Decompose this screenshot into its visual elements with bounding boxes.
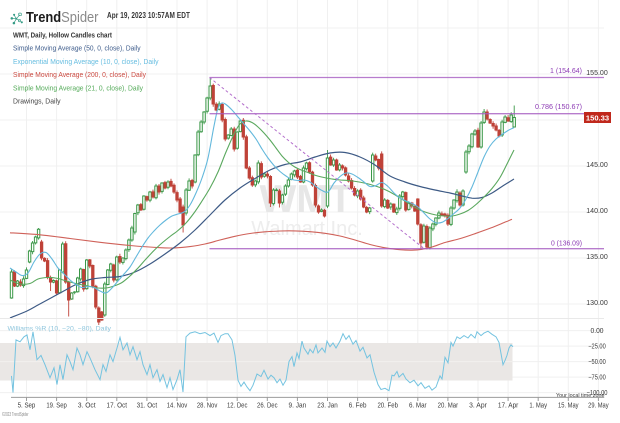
svg-text:−75.00: −75.00 [588, 375, 606, 382]
svg-text:17. Apr: 17. Apr [498, 403, 519, 410]
svg-text:130.00: 130.00 [586, 298, 608, 307]
svg-text:1. May: 1. May [529, 403, 547, 410]
svg-text:135.00: 135.00 [586, 252, 608, 261]
svg-text:Williams %R (10, −20, −80), Da: Williams %R (10, −20, −80), Daily [8, 326, 112, 333]
svg-text:6. Mar: 6. Mar [409, 403, 427, 410]
svg-text:9. Jan: 9. Jan [289, 403, 307, 410]
svg-text:6. Feb: 6. Feb [349, 403, 367, 410]
svg-text:0.786 (150.67): 0.786 (150.67) [535, 104, 582, 111]
svg-text:150.33: 150.33 [586, 113, 609, 122]
svg-text:15. May: 15. May [558, 403, 579, 410]
svg-text:20. Feb: 20. Feb [377, 403, 398, 410]
svg-text:WMT, Daily, Hollow Candles cha: WMT, Daily, Hollow Candles chart [13, 31, 112, 40]
svg-text:20. Mar: 20. Mar [438, 403, 459, 410]
svg-text:23. Jan: 23. Jan [317, 403, 338, 410]
svg-text:12. Dec: 12. Dec [227, 403, 248, 410]
svg-text:155.00: 155.00 [586, 68, 608, 77]
svg-text:Apr 19, 2023 10:57AM EDT: Apr 19, 2023 10:57AM EDT [107, 11, 190, 20]
svg-text:19. Sep: 19. Sep [46, 403, 67, 410]
svg-text:17. Oct: 17. Oct [107, 403, 128, 410]
svg-text:−50.00: −50.00 [588, 359, 606, 366]
svg-text:−100.00: −100.00 [587, 390, 608, 397]
svg-text:1 (154.64): 1 (154.64) [550, 68, 582, 75]
svg-text:Walmart Inc.: Walmart Inc. [251, 218, 363, 240]
svg-text:Exponential Moving Average (10: Exponential Moving Average (10, 0, close… [13, 57, 159, 66]
svg-text:145.00: 145.00 [586, 160, 608, 169]
svg-text:140.00: 140.00 [586, 206, 608, 215]
svg-text:0 (136.09): 0 (136.09) [551, 241, 582, 248]
svg-text:−25.00: −25.00 [588, 344, 606, 351]
svg-text:5. Sep: 5. Sep [18, 403, 36, 410]
svg-text:Drawings, Daily: Drawings, Daily [13, 97, 61, 106]
svg-text:0.00: 0.00 [591, 328, 604, 335]
svg-text:Your local time zone: Your local time zone [556, 393, 605, 399]
svg-text:©2023 TrendSpider: ©2023 TrendSpider [2, 411, 29, 418]
svg-text:3. Oct: 3. Oct [78, 403, 96, 410]
svg-text:14. Nov: 14. Nov [167, 403, 188, 410]
svg-text:Simple Moving Average (200, 0,: Simple Moving Average (200, 0, close), D… [13, 70, 146, 79]
svg-text:Simple Moving Average (50, 0,: Simple Moving Average (50, 0, close), Da… [13, 44, 141, 53]
svg-text:3. Apr: 3. Apr [469, 403, 487, 410]
svg-text:26. Dec: 26. Dec [257, 403, 278, 410]
svg-text:29. May: 29. May [588, 403, 609, 410]
svg-text:TrendSpider: TrendSpider [26, 9, 99, 26]
svg-text:28. Nov: 28. Nov [197, 403, 218, 410]
svg-text:31. Oct: 31. Oct [137, 403, 158, 410]
svg-text:Simple Moving Average (21, 0,: Simple Moving Average (21, 0, close), Da… [13, 84, 143, 93]
